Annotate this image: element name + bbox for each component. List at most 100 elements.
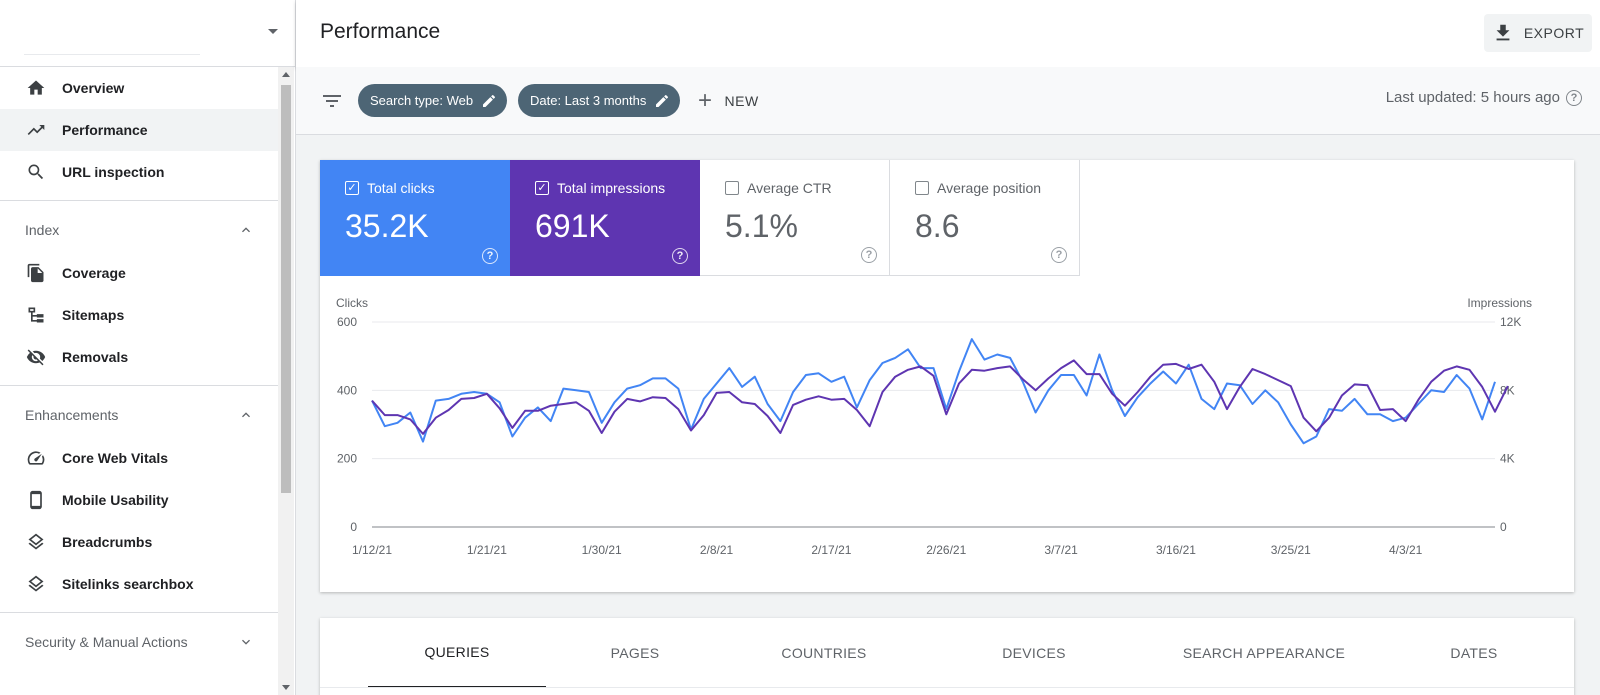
metric-average-position[interactable]: Average position 8.6 ? [890, 160, 1080, 276]
tab-search-appearance[interactable]: SEARCH APPEARANCE [1182, 645, 1346, 661]
trending-up-icon [24, 118, 48, 142]
help-icon[interactable]: ? [482, 248, 498, 264]
report-tabs-card: QUERIES PAGES COUNTRIES DEVICES SEARCH A… [320, 618, 1574, 695]
section-security-header[interactable]: Security & Manual Actions [0, 620, 278, 664]
x-tick-label: 1/30/21 [582, 543, 622, 557]
phone-icon [24, 488, 48, 512]
divider [0, 385, 278, 386]
y2-tick-label: 0 [1500, 520, 1507, 534]
sidebar-nav: Overview Performance URL inspection Inde… [0, 67, 278, 664]
tab-pages[interactable]: PAGES [610, 645, 660, 661]
y-tick-label: 600 [337, 315, 357, 329]
metric-value: 691K [535, 208, 610, 244]
sidebar-item-overview[interactable]: Overview [0, 67, 278, 109]
download-icon [1496, 24, 1510, 41]
tab-dates[interactable]: DATES [1450, 645, 1498, 661]
x-tick-label: 2/17/21 [811, 543, 851, 557]
file-copy-icon [24, 261, 48, 285]
chevron-down-icon [242, 639, 250, 645]
export-label: EXPORT [1523, 25, 1585, 41]
sidebar-item-sitelinks-searchbox[interactable]: Sitelinks searchbox [0, 563, 278, 605]
tab-devices[interactable]: DEVICES [1002, 645, 1066, 661]
sidebar-item-sitemaps[interactable]: Sitemaps [0, 294, 278, 336]
search-icon [24, 160, 48, 184]
export-button[interactable]: EXPORT [1484, 14, 1592, 52]
x-tick-label: 4/3/21 [1389, 543, 1423, 557]
sidebar-item-label: Performance [62, 122, 148, 138]
sidebar-item-coverage[interactable]: Coverage [0, 252, 278, 294]
page-title: Performance [320, 20, 441, 43]
sidebar-item-label: URL inspection [62, 164, 165, 180]
last-updated: Last updated: 5 hours ago ? [1386, 89, 1582, 106]
metric-total-impressions[interactable]: ✓ Total impressions 691K ? [510, 160, 700, 276]
sidebar-item-label: Mobile Usability [62, 492, 169, 508]
chip-label: Search type: Web [370, 93, 474, 108]
x-tick-label: 1/21/21 [467, 543, 507, 557]
help-icon[interactable]: ? [672, 248, 688, 264]
chevron-down-icon[interactable] [268, 29, 278, 34]
chevron-up-icon [242, 227, 250, 233]
section-label: Index [25, 222, 60, 238]
help-icon[interactable]: ? [1051, 247, 1067, 263]
sidebar-item-core-web-vitals[interactable]: Core Web Vitals [0, 437, 278, 479]
property-selector[interactable] [0, 0, 295, 67]
x-tick-label: 3/16/21 [1156, 543, 1196, 557]
checkbox-unchecked-icon[interactable] [915, 181, 929, 195]
metric-label: Average CTR [747, 180, 832, 196]
y-tick-label: 0 [350, 520, 357, 534]
new-filter-button[interactable]: + NEW [698, 89, 759, 113]
tab-countries[interactable]: COUNTRIES [781, 645, 867, 661]
performance-card: ✓ Total clicks 35.2K ? ✓ Total impressions… [320, 160, 1574, 592]
metric-average-ctr[interactable]: Average CTR 5.1% ? [700, 160, 890, 276]
y2-axis-title: Impressions [1467, 296, 1532, 310]
date-range-chip[interactable]: Date: Last 3 months [518, 84, 681, 117]
metric-value: 35.2K [345, 208, 429, 244]
metric-label: Average position [937, 180, 1042, 196]
checkbox-unchecked-icon[interactable] [725, 181, 739, 195]
layers-icon [24, 530, 48, 554]
sidebar-item-url-inspection[interactable]: URL inspection [0, 151, 278, 193]
series-line-clicks [371, 338, 1496, 445]
filter-bar: Search type: Web Date: Last 3 months + N… [296, 67, 1600, 135]
sidebar-item-label: Coverage [62, 265, 126, 281]
x-tick-label: 3/25/21 [1271, 543, 1311, 557]
checkbox-checked-icon[interactable]: ✓ [345, 181, 359, 195]
sidebar-item-label: Overview [62, 80, 125, 96]
filter-list-icon[interactable] [320, 89, 344, 113]
sidebar-item-label: Core Web Vitals [62, 450, 169, 466]
chip-label: Date: Last 3 months [530, 93, 647, 108]
section-enhancements-header[interactable]: Enhancements [0, 393, 278, 437]
chevron-up-icon [242, 412, 250, 418]
scroll-thumb[interactable] [281, 85, 291, 493]
sidebar: Overview Performance URL inspection Inde… [0, 0, 296, 695]
sidebar-item-breadcrumbs[interactable]: Breadcrumbs [0, 521, 278, 563]
plus-icon: + [698, 87, 713, 114]
property-selector-underline [24, 54, 200, 55]
last-updated-text: Last updated: 5 hours ago [1385, 89, 1560, 106]
divider [0, 612, 278, 613]
sidebar-item-performance[interactable]: Performance [0, 109, 278, 151]
x-tick-label: 3/7/21 [1044, 543, 1078, 557]
checkbox-checked-icon[interactable]: ✓ [535, 181, 549, 195]
metric-total-clicks[interactable]: ✓ Total clicks 35.2K ? [320, 160, 510, 276]
metric-value: 5.1% [725, 208, 798, 244]
help-icon[interactable]: ? [861, 247, 877, 263]
y2-tick-label: 4K [1500, 452, 1515, 466]
x-tick-label: 2/8/21 [700, 543, 734, 557]
help-icon[interactable]: ? [1566, 89, 1582, 106]
y-tick-label: 400 [337, 383, 357, 397]
search-type-chip[interactable]: Search type: Web [358, 84, 508, 117]
scroll-up-arrow-icon[interactable] [282, 72, 290, 77]
series-line-impressions [371, 359, 1509, 435]
sidebar-item-mobile-usability[interactable]: Mobile Usability [0, 479, 278, 521]
speedometer-icon [24, 446, 48, 470]
home-icon [24, 76, 48, 100]
sidebar-scrollbar[interactable] [278, 67, 294, 695]
sidebar-item-removals[interactable]: Removals [0, 336, 278, 378]
scroll-down-arrow-icon[interactable] [282, 685, 290, 690]
section-index-header[interactable]: Index [0, 208, 278, 252]
layers-icon [24, 572, 48, 596]
tab-queries[interactable]: QUERIES [368, 618, 546, 688]
tabs-divider [320, 687, 1574, 688]
